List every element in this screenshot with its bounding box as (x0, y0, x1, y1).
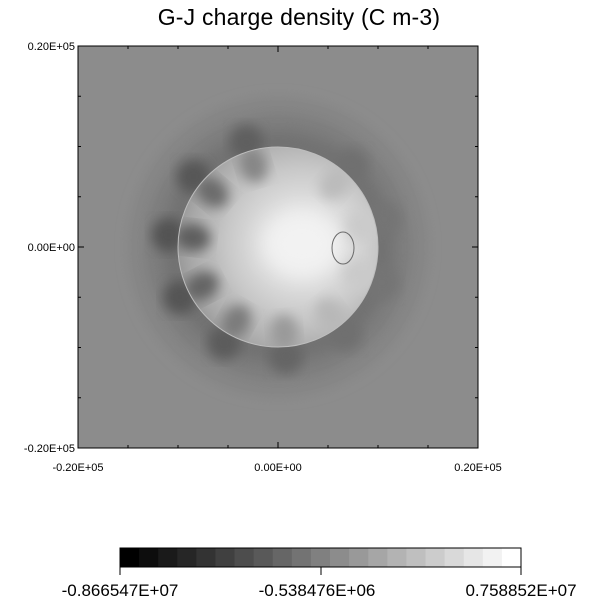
dark-lobe (238, 147, 268, 183)
colorbar-swatch (444, 548, 465, 567)
y-tick-label-top: 0.20E+05 (28, 41, 75, 53)
dark-lobe (341, 260, 378, 290)
x-tick-label-left: -0.20E+05 (52, 462, 103, 474)
colorbar-swatch (501, 548, 522, 567)
contour-loop (331, 231, 355, 265)
dark-lobe (178, 223, 211, 252)
colorbar-swatch (482, 548, 503, 567)
colorbar-swatch (425, 548, 446, 567)
colorbar-swatch (158, 548, 178, 567)
colorbar-swatch (387, 548, 407, 567)
dark-lobe (184, 271, 219, 302)
y-tick-label-bottom: -0.20E+05 (24, 443, 75, 455)
colorbar-swatch (349, 548, 369, 567)
dark-lobe (343, 211, 378, 240)
bright-spot (264, 214, 340, 274)
dark-lobe (270, 314, 299, 347)
colorbar-swatch (253, 548, 274, 567)
colorbar-swatch (310, 548, 331, 567)
colorbar-swatch (139, 548, 159, 567)
colorbar-swatch (406, 548, 427, 567)
dark-lobe (314, 298, 347, 332)
colorbar-label-min: -0.866547E+07 (62, 581, 179, 600)
colorbar-swatch (215, 548, 236, 567)
colorbar-label-max: 0.758852E+07 (465, 581, 576, 600)
dark-lobe (319, 166, 352, 200)
dark-lobe (195, 176, 229, 208)
colorbar-label-mid: -0.538476E+06 (259, 581, 376, 600)
colorbar-swatch (291, 548, 312, 567)
dark-lobes (178, 147, 378, 347)
chart-title: G-J charge density (C m-3) (157, 4, 441, 30)
axis-ticks (77, 45, 479, 449)
dark-lobe (220, 304, 251, 340)
colorbar-swatch (120, 548, 140, 567)
colorbar-swatch (234, 548, 255, 567)
halo-lobe (151, 217, 186, 252)
disk-boundary (177, 146, 379, 348)
x-tick-label-middle: 0.00E+00 (254, 462, 301, 474)
colorbar-swatch (463, 548, 484, 567)
central-disk (178, 147, 378, 347)
halo-lobe (268, 339, 303, 374)
y-tick-label-middle: 0.00E+00 (28, 242, 75, 254)
colorbar-swatch (272, 548, 293, 567)
x-tick-label-right: 0.20E+05 (454, 462, 501, 474)
colorbar-swatch (196, 548, 216, 567)
colorbar-swatch (330, 548, 350, 567)
colorbar-swatch (368, 548, 388, 567)
colorbar (120, 548, 522, 567)
colorbar-swatch (177, 548, 197, 567)
